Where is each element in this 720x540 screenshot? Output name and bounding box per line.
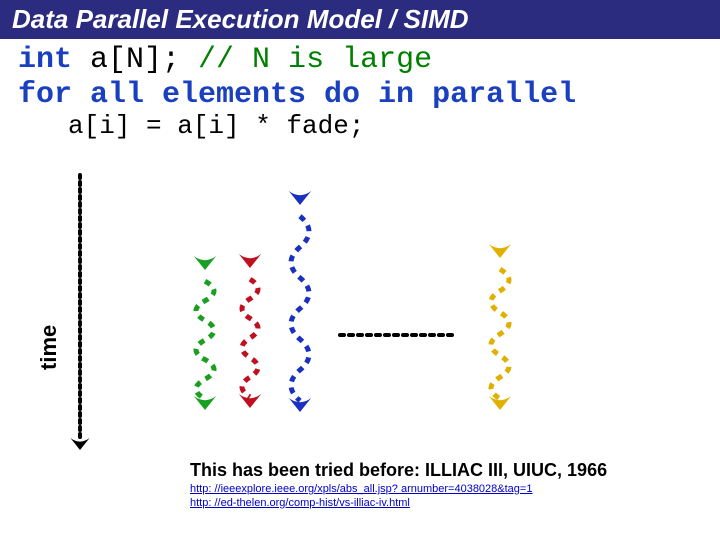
slide-title: Data Parallel Execution Model / SIMD bbox=[12, 4, 469, 34]
thread-wave-3 bbox=[491, 269, 509, 399]
thread-wave-1 bbox=[242, 279, 258, 397]
code-line-2: for all elements do in parallel bbox=[18, 78, 702, 113]
code-block: int a[N]; // N is large for all elements… bbox=[0, 39, 720, 142]
reference-link-1[interactable]: http: //ieeexplore.ieee.org/xpls/abs_all… bbox=[190, 483, 710, 495]
simd-diagram bbox=[0, 160, 720, 460]
code-comment: // N is large bbox=[198, 43, 432, 77]
code-text: a[N]; bbox=[72, 43, 198, 77]
keyword-forall: for all elements do in parallel bbox=[18, 78, 576, 112]
thread-wave-2 bbox=[291, 216, 309, 401]
reference-link-2[interactable]: http: //ed-thelen.org/comp-hist/vs-illia… bbox=[190, 497, 710, 509]
footer: This has been tried before: ILLIAC III, … bbox=[190, 460, 710, 509]
slide-title-bar: Data Parallel Execution Model / SIMD bbox=[0, 0, 720, 39]
keyword-int: int bbox=[18, 43, 72, 77]
thread-wave-0 bbox=[196, 281, 214, 399]
code-line-3: a[i] = a[i] * fade; bbox=[68, 112, 702, 142]
code-body: a[i] = a[i] * fade; bbox=[68, 111, 364, 141]
code-line-1: int a[N]; // N is large bbox=[18, 43, 702, 78]
footnote-text: This has been tried before: ILLIAC III, … bbox=[190, 460, 710, 481]
